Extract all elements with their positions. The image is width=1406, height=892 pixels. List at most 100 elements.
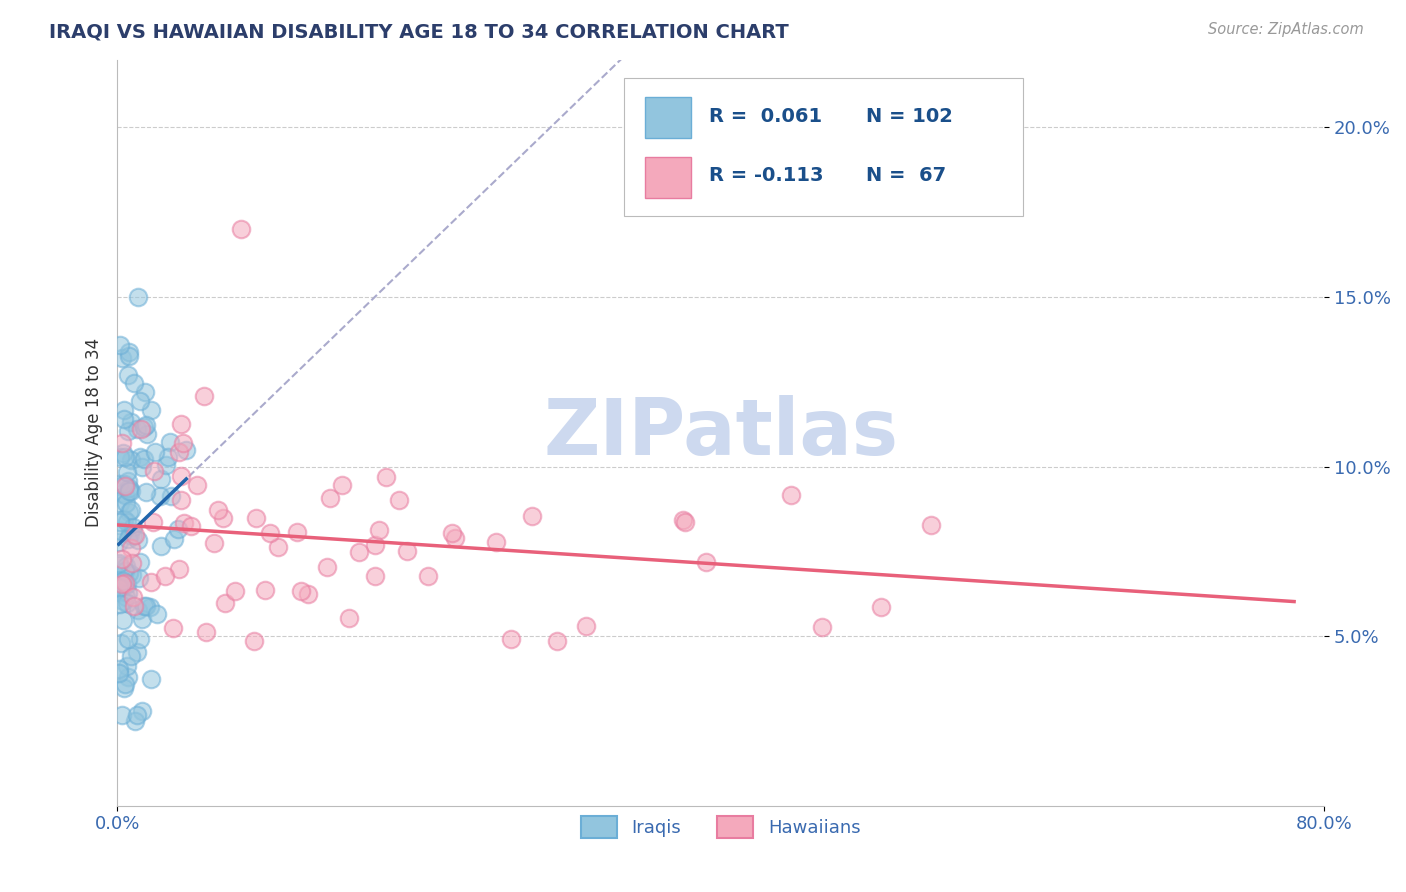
- Iraqis: [107, 558, 129, 572]
- Hawaiians: [111, 436, 134, 450]
- Iraqis: [122, 519, 145, 533]
- Hawaiians: [388, 493, 411, 508]
- Iraqis: [114, 488, 136, 502]
- Hawaiians: [202, 535, 225, 549]
- Iraqis: [118, 524, 141, 538]
- Hawaiians: [170, 417, 193, 432]
- Text: ZIPatlas: ZIPatlas: [543, 394, 898, 471]
- Hawaiians: [224, 584, 246, 599]
- Iraqis: [159, 435, 181, 450]
- Hawaiians: [254, 583, 277, 598]
- Hawaiians: [243, 634, 266, 648]
- Hawaiians: [111, 551, 134, 566]
- Hawaiians: [375, 469, 398, 483]
- FancyBboxPatch shape: [624, 78, 1022, 216]
- Iraqis: [112, 446, 135, 460]
- Iraqis: [112, 512, 135, 526]
- Iraqis: [149, 489, 172, 503]
- Iraqis: [107, 585, 129, 599]
- Iraqis: [128, 571, 150, 585]
- Iraqis: [110, 524, 132, 538]
- Hawaiians: [444, 531, 467, 545]
- Iraqis: [120, 484, 142, 499]
- Y-axis label: Disability Age 18 to 34: Disability Age 18 to 34: [86, 338, 103, 527]
- Iraqis: [121, 568, 143, 582]
- Hawaiians: [143, 464, 166, 478]
- Iraqis: [120, 502, 142, 516]
- Iraqis: [132, 452, 155, 467]
- Iraqis: [111, 594, 134, 608]
- Iraqis: [129, 555, 152, 569]
- Hawaiians: [672, 513, 695, 527]
- Hawaiians: [193, 388, 215, 402]
- Iraqis: [118, 345, 141, 359]
- FancyBboxPatch shape: [645, 157, 690, 198]
- Iraqis: [128, 632, 150, 647]
- Text: N = 102: N = 102: [866, 107, 952, 126]
- Text: Source: ZipAtlas.com: Source: ZipAtlas.com: [1208, 22, 1364, 37]
- Iraqis: [110, 636, 132, 650]
- Hawaiians: [368, 524, 391, 538]
- Hawaiians: [139, 575, 162, 590]
- Text: N =  67: N = 67: [866, 167, 946, 186]
- Hawaiians: [162, 620, 184, 634]
- Iraqis: [112, 402, 135, 417]
- Iraqis: [117, 368, 139, 383]
- Iraqis: [135, 427, 157, 442]
- Iraqis: [135, 485, 157, 500]
- Iraqis: [131, 459, 153, 474]
- Hawaiians: [114, 576, 136, 591]
- Hawaiians: [780, 488, 803, 502]
- Iraqis: [160, 489, 183, 503]
- Iraqis: [117, 632, 139, 646]
- Iraqis: [114, 564, 136, 578]
- Hawaiians: [485, 535, 508, 549]
- Hawaiians: [546, 634, 568, 648]
- Iraqis: [139, 599, 162, 614]
- Iraqis: [134, 419, 156, 434]
- Iraqis: [108, 581, 131, 595]
- Iraqis: [127, 603, 149, 617]
- Hawaiians: [364, 569, 387, 583]
- Iraqis: [117, 504, 139, 518]
- Iraqis: [117, 659, 139, 673]
- Hawaiians: [124, 528, 146, 542]
- Hawaiians: [186, 478, 208, 492]
- Iraqis: [118, 349, 141, 363]
- Hawaiians: [172, 436, 194, 450]
- Hawaiians: [195, 625, 218, 640]
- Iraqis: [114, 450, 136, 465]
- Hawaiians: [920, 518, 942, 533]
- Hawaiians: [167, 445, 190, 459]
- Iraqis: [112, 412, 135, 426]
- Hawaiians: [207, 502, 229, 516]
- Iraqis: [139, 672, 162, 686]
- Iraqis: [145, 607, 167, 621]
- Iraqis: [120, 415, 142, 429]
- Iraqis: [125, 708, 148, 723]
- Iraqis: [155, 458, 177, 473]
- Text: R = -0.113: R = -0.113: [709, 167, 823, 186]
- Iraqis: [117, 586, 139, 600]
- Hawaiians: [169, 492, 191, 507]
- Hawaiians: [267, 540, 290, 554]
- Hawaiians: [285, 525, 308, 540]
- Iraqis: [108, 338, 131, 352]
- Hawaiians: [173, 516, 195, 530]
- Iraqis: [134, 599, 156, 613]
- Iraqis: [118, 481, 141, 495]
- Iraqis: [162, 532, 184, 546]
- Text: IRAQI VS HAWAIIAN DISABILITY AGE 18 TO 34 CORRELATION CHART: IRAQI VS HAWAIIAN DISABILITY AGE 18 TO 3…: [49, 22, 789, 41]
- Hawaiians: [499, 632, 522, 647]
- Iraqis: [117, 424, 139, 438]
- Hawaiians: [211, 511, 233, 525]
- Hawaiians: [416, 569, 439, 583]
- Iraqis: [110, 597, 132, 611]
- Hawaiians: [319, 491, 342, 505]
- Iraqis: [135, 599, 157, 613]
- Hawaiians: [673, 515, 696, 529]
- Hawaiians: [869, 600, 891, 615]
- Hawaiians: [339, 611, 361, 625]
- Iraqis: [115, 515, 138, 529]
- Iraqis: [115, 576, 138, 591]
